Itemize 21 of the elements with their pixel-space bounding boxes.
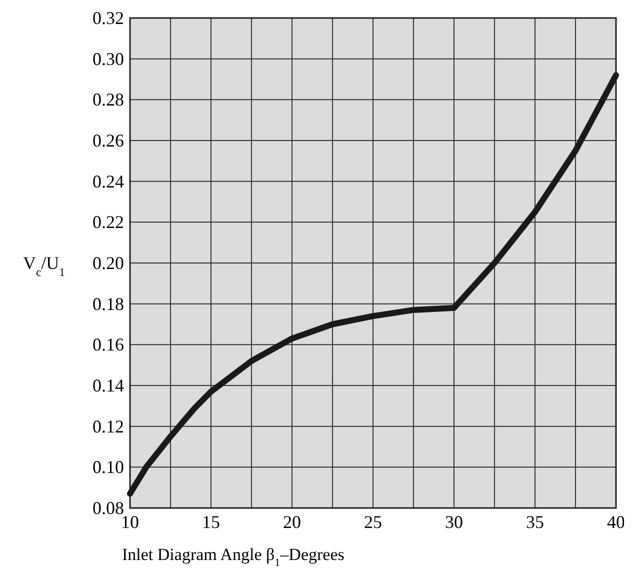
y-tick-label: 0.08 [92, 498, 124, 518]
x-tick-label: 35 [526, 512, 544, 532]
y-tick-label: 0.20 [92, 253, 124, 273]
x-tick-label: 30 [445, 512, 463, 532]
y-tick-label: 0.18 [92, 294, 124, 314]
y-tick-label: 0.22 [92, 212, 124, 232]
y-tick-label: 0.28 [92, 90, 124, 110]
y-tick-label: 0.14 [92, 376, 124, 396]
x-axis-title: Inlet Diagram Angle β$_{1}$–Degrees [122, 545, 344, 569]
x-tick-label: 20 [283, 512, 301, 532]
y-axis-title: V$_{c}$/U$_{1}$ [22, 253, 66, 278]
y-tick-label: 0.32 [92, 8, 124, 28]
x-tick-label: 15 [202, 512, 220, 532]
y-tick-label: 0.12 [92, 416, 124, 436]
x-tick-label: 40 [607, 512, 625, 532]
y-tick-label: 0.24 [92, 171, 124, 192]
x-tick-label: 25 [364, 512, 382, 532]
y-tick-label: 0.30 [92, 48, 124, 69]
y-tick-label: 0.26 [92, 130, 124, 150]
y-tick-label: 0.16 [92, 334, 124, 355]
y-tick-label: 0.10 [92, 457, 124, 478]
